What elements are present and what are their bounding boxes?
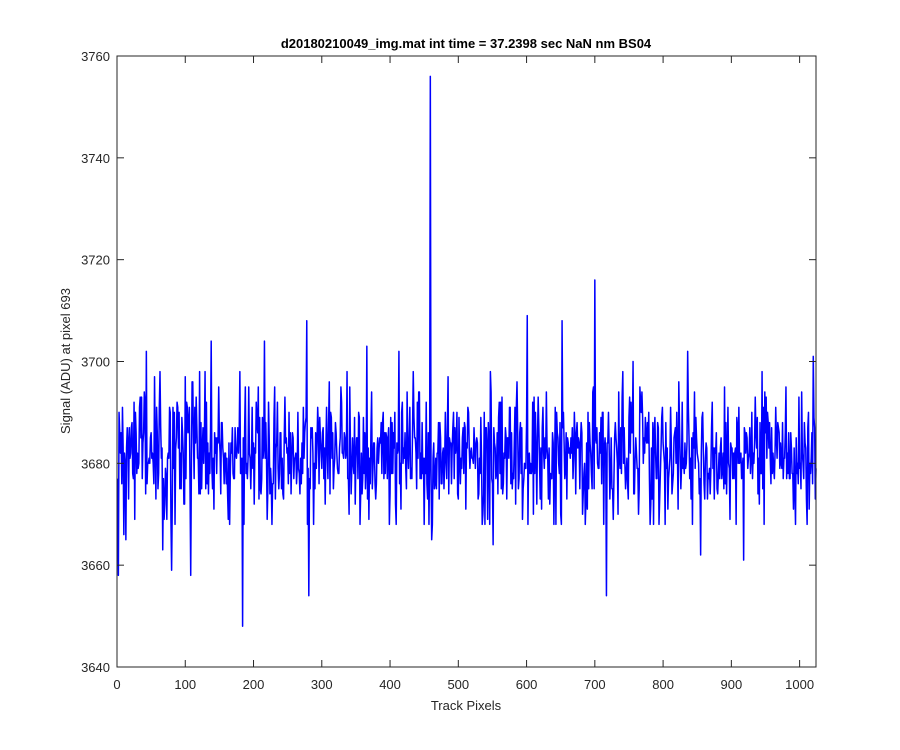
x-tick-label: 900 <box>721 677 743 692</box>
y-tick-label: 3720 <box>81 253 110 268</box>
y-tick-label: 3660 <box>81 558 110 573</box>
y-tick-label: 3760 <box>81 49 110 64</box>
x-tick-label: 200 <box>243 677 265 692</box>
y-tick-label: 3640 <box>81 660 110 675</box>
series-layer <box>116 75 817 628</box>
x-axis-label: Track Pixels <box>431 698 502 713</box>
x-tick-label: 0 <box>113 677 120 692</box>
x-tick-label: 600 <box>516 677 538 692</box>
axes-background <box>117 56 816 667</box>
y-tick-label: 3680 <box>81 456 110 471</box>
y-tick-label: 3740 <box>81 151 110 166</box>
series-line <box>116 75 817 628</box>
x-tick-label: 500 <box>447 677 469 692</box>
x-tick-label: 1000 <box>785 677 814 692</box>
y-axis-label: Signal (ADU) at pixel 693 <box>58 288 73 434</box>
y-tick-label: 3700 <box>81 355 110 370</box>
x-tick-label: 700 <box>584 677 606 692</box>
x-tick-label: 100 <box>174 677 196 692</box>
x-tick-label: 800 <box>652 677 674 692</box>
x-tick-label: 400 <box>379 677 401 692</box>
chart-title: d20180210049_img.mat int time = 37.2398 … <box>281 36 652 51</box>
x-tick-label: 300 <box>311 677 333 692</box>
tick-layer: 0 100 200 300 400 500 600 700 800 900 1000 3640 3660… <box>81 49 816 692</box>
